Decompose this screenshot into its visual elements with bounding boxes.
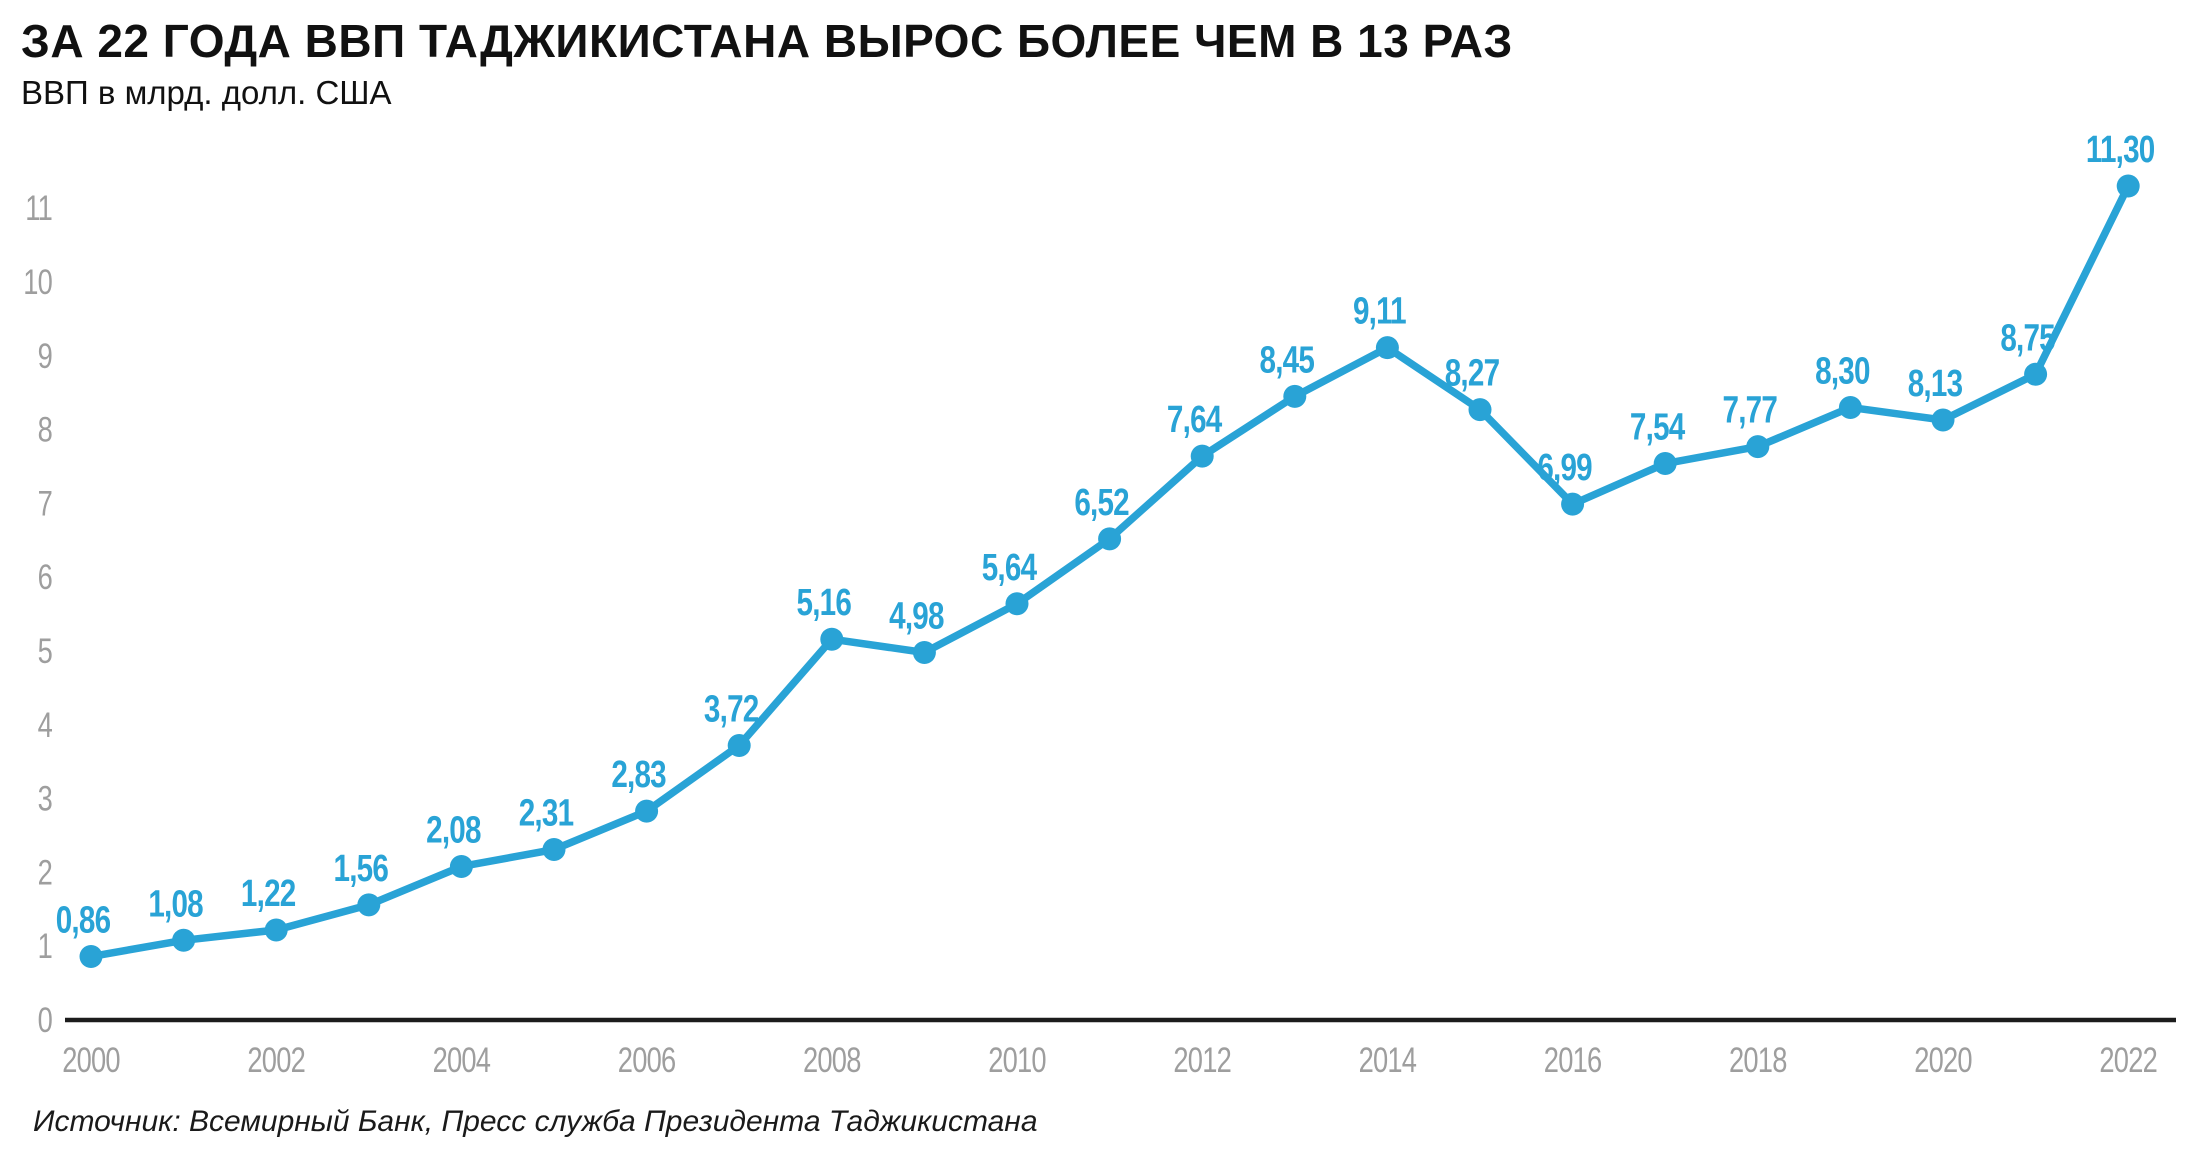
data-point-label: 1,56 <box>334 847 389 889</box>
y-tick-label: 7 <box>38 484 52 523</box>
data-point-marker[interactable] <box>2116 174 2140 198</box>
chart-subtitle: ВВП в млрд. долл. США <box>21 74 392 111</box>
y-tick-label: 3 <box>38 779 53 818</box>
gdp-line <box>87 182 2132 961</box>
data-point-label: 11,30 <box>2086 129 2155 171</box>
data-point-marker[interactable] <box>449 854 473 878</box>
data-point-marker[interactable] <box>264 918 288 942</box>
x-tick-label: 2022 <box>2099 1041 2157 1080</box>
y-tick-label: 1 <box>38 927 52 966</box>
data-point-marker[interactable] <box>1746 435 1770 459</box>
data-point-label: 7,64 <box>1167 399 1222 441</box>
x-tick-label: 2010 <box>988 1041 1046 1080</box>
data-point-marker[interactable] <box>1931 408 1955 432</box>
data-point-marker[interactable] <box>1375 336 1399 360</box>
x-tick-label: 2020 <box>1914 1041 1972 1080</box>
data-point-marker[interactable] <box>1283 384 1307 408</box>
data-point-marker[interactable] <box>1561 492 1585 516</box>
data-point-marker[interactable] <box>172 928 196 952</box>
page-title: ЗА 22 ГОДА ВВП ТАДЖИКИСТАНА ВЫРОС БОЛЕЕ … <box>21 15 1513 67</box>
x-tick-label: 2016 <box>1544 1041 1602 1080</box>
data-point-marker[interactable] <box>727 733 751 757</box>
y-tick-label: 5 <box>38 632 53 671</box>
data-point-label: 7,54 <box>1630 406 1685 448</box>
x-tick-label: 2000 <box>62 1041 120 1080</box>
data-point-marker[interactable] <box>912 640 936 664</box>
data-point-label: 1,08 <box>148 883 203 925</box>
data-point-label: 2,83 <box>611 754 666 796</box>
data-point-marker[interactable] <box>820 627 844 651</box>
data-point-marker[interactable] <box>2024 362 2048 386</box>
data-point-label: 2,31 <box>519 792 574 834</box>
gdp-line-series <box>87 182 2132 961</box>
data-point-label: 6,52 <box>1074 481 1129 523</box>
y-tick-label: 6 <box>38 558 53 597</box>
data-point-label: 4,98 <box>889 595 944 637</box>
data-point-label: 6,99 <box>1537 447 1592 489</box>
data-point-label: 7,77 <box>1723 389 1778 431</box>
data-point-marker[interactable] <box>635 799 659 823</box>
data-point-labels: 0,86 1,08 1,22 1,56 2,08 2,31 2,83 3,72 5,16 4,98… <box>56 129 2156 942</box>
x-tick-label: 2006 <box>618 1041 676 1080</box>
data-point-label: 8,13 <box>1908 363 1963 405</box>
data-point-label: 5,64 <box>982 546 1037 588</box>
data-point-marker[interactable] <box>79 945 103 969</box>
data-point-label: 8,45 <box>1260 339 1315 381</box>
data-point-label: 8,30 <box>1815 350 1870 392</box>
data-point-marker[interactable] <box>1653 452 1677 476</box>
data-point-markers <box>79 174 2140 969</box>
y-tick-label: 10 <box>23 263 52 302</box>
x-axis-ticks: 2000 2002 2004 2006 2008 2010 2012 2014 2016 2018… <box>62 1041 2158 1080</box>
data-point-label: 2,08 <box>426 809 481 851</box>
y-tick-label: 8 <box>38 410 53 449</box>
data-point-marker[interactable] <box>1005 592 1029 616</box>
y-tick-label: 9 <box>38 337 52 376</box>
x-tick-label: 2018 <box>1729 1041 1787 1080</box>
x-tick-label: 2012 <box>1173 1041 1231 1080</box>
y-tick-label: 11 <box>25 189 52 228</box>
data-point-label: 3,72 <box>704 688 759 730</box>
y-tick-label: 2 <box>38 853 52 892</box>
data-point-label: 1,22 <box>241 873 296 915</box>
data-point-label: 0,86 <box>56 899 111 941</box>
y-tick-label: 0 <box>38 1001 53 1040</box>
data-point-marker[interactable] <box>1468 398 1492 422</box>
y-tick-label: 4 <box>38 706 53 745</box>
data-point-marker[interactable] <box>1838 395 1862 419</box>
data-point-marker[interactable] <box>1190 444 1214 468</box>
data-point-label: 8,27 <box>1445 352 1500 394</box>
data-point-label: 5,16 <box>797 582 852 624</box>
x-tick-label: 2014 <box>1359 1041 1417 1080</box>
data-point-marker[interactable] <box>357 893 381 917</box>
source-note: Источник: Всемирный Банк, Пресс служба П… <box>33 1105 1038 1138</box>
x-tick-label: 2004 <box>433 1041 491 1080</box>
data-point-label: 9,11 <box>1353 290 1406 332</box>
x-tick-label: 2002 <box>247 1041 305 1080</box>
data-point-marker[interactable] <box>1098 527 1122 551</box>
y-axis-ticks: 0 1 2 3 4 5 6 7 8 9 10 11 <box>23 189 53 1040</box>
x-tick-label: 2008 <box>803 1041 861 1080</box>
data-point-label: 8,75 <box>2000 317 2055 359</box>
data-point-marker[interactable] <box>542 838 566 862</box>
